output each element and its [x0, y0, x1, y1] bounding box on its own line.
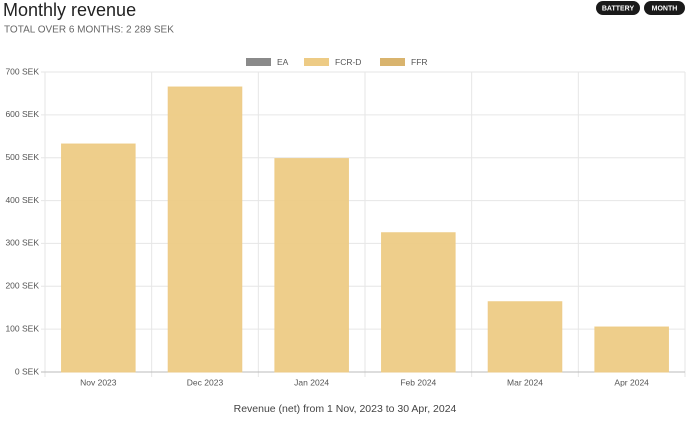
legend-swatch	[380, 58, 405, 66]
legend-label: FCR-D	[335, 57, 361, 67]
x-tick-label: Mar 2024	[507, 377, 543, 387]
y-tick-label: 700 SEK	[5, 66, 39, 76]
x-axis-label: Revenue (net) from 1 Nov, 2023 to 30 Apr…	[234, 403, 457, 415]
month-button[interactable]: MONTH	[644, 1, 685, 15]
legend-swatch	[304, 58, 329, 66]
legend-swatch	[246, 58, 271, 66]
bar	[487, 301, 563, 373]
bar	[274, 158, 349, 373]
legend-label: EA	[277, 57, 289, 67]
y-tick-label: 400 SEK	[5, 195, 39, 205]
y-tick-label: 600 SEK	[5, 109, 39, 119]
y-tick-label: 100 SEK	[5, 323, 39, 333]
x-tick-label: Dec 2023	[187, 377, 224, 387]
button-bg[interactable]	[596, 1, 640, 15]
y-tick-label: 200 SEK	[5, 281, 39, 291]
x-tick-label: Nov 2023	[80, 377, 117, 387]
chart-title: Monthly revenue	[3, 0, 136, 20]
bar	[61, 143, 136, 373]
button-label[interactable]: BATTERY	[602, 5, 635, 12]
chart-subtitle: TOTAL OVER 6 MONTHS: 2 289 SEK	[4, 25, 174, 36]
legend-label: FFR	[411, 57, 428, 67]
button-bg[interactable]	[644, 1, 685, 15]
x-tick-label: Jan 2024	[294, 377, 329, 387]
bar	[594, 326, 669, 373]
battery-button[interactable]: BATTERY	[596, 1, 640, 15]
bar	[381, 232, 456, 373]
x-tick-label: Feb 2024	[400, 377, 436, 387]
y-tick-label: 500 SEK	[5, 152, 39, 162]
y-tick-label: 0 SEK	[15, 366, 39, 376]
x-tick-label: Apr 2024	[614, 377, 649, 387]
button-label[interactable]: MONTH	[652, 5, 678, 12]
bar	[167, 86, 243, 373]
y-tick-label: 300 SEK	[5, 238, 39, 248]
